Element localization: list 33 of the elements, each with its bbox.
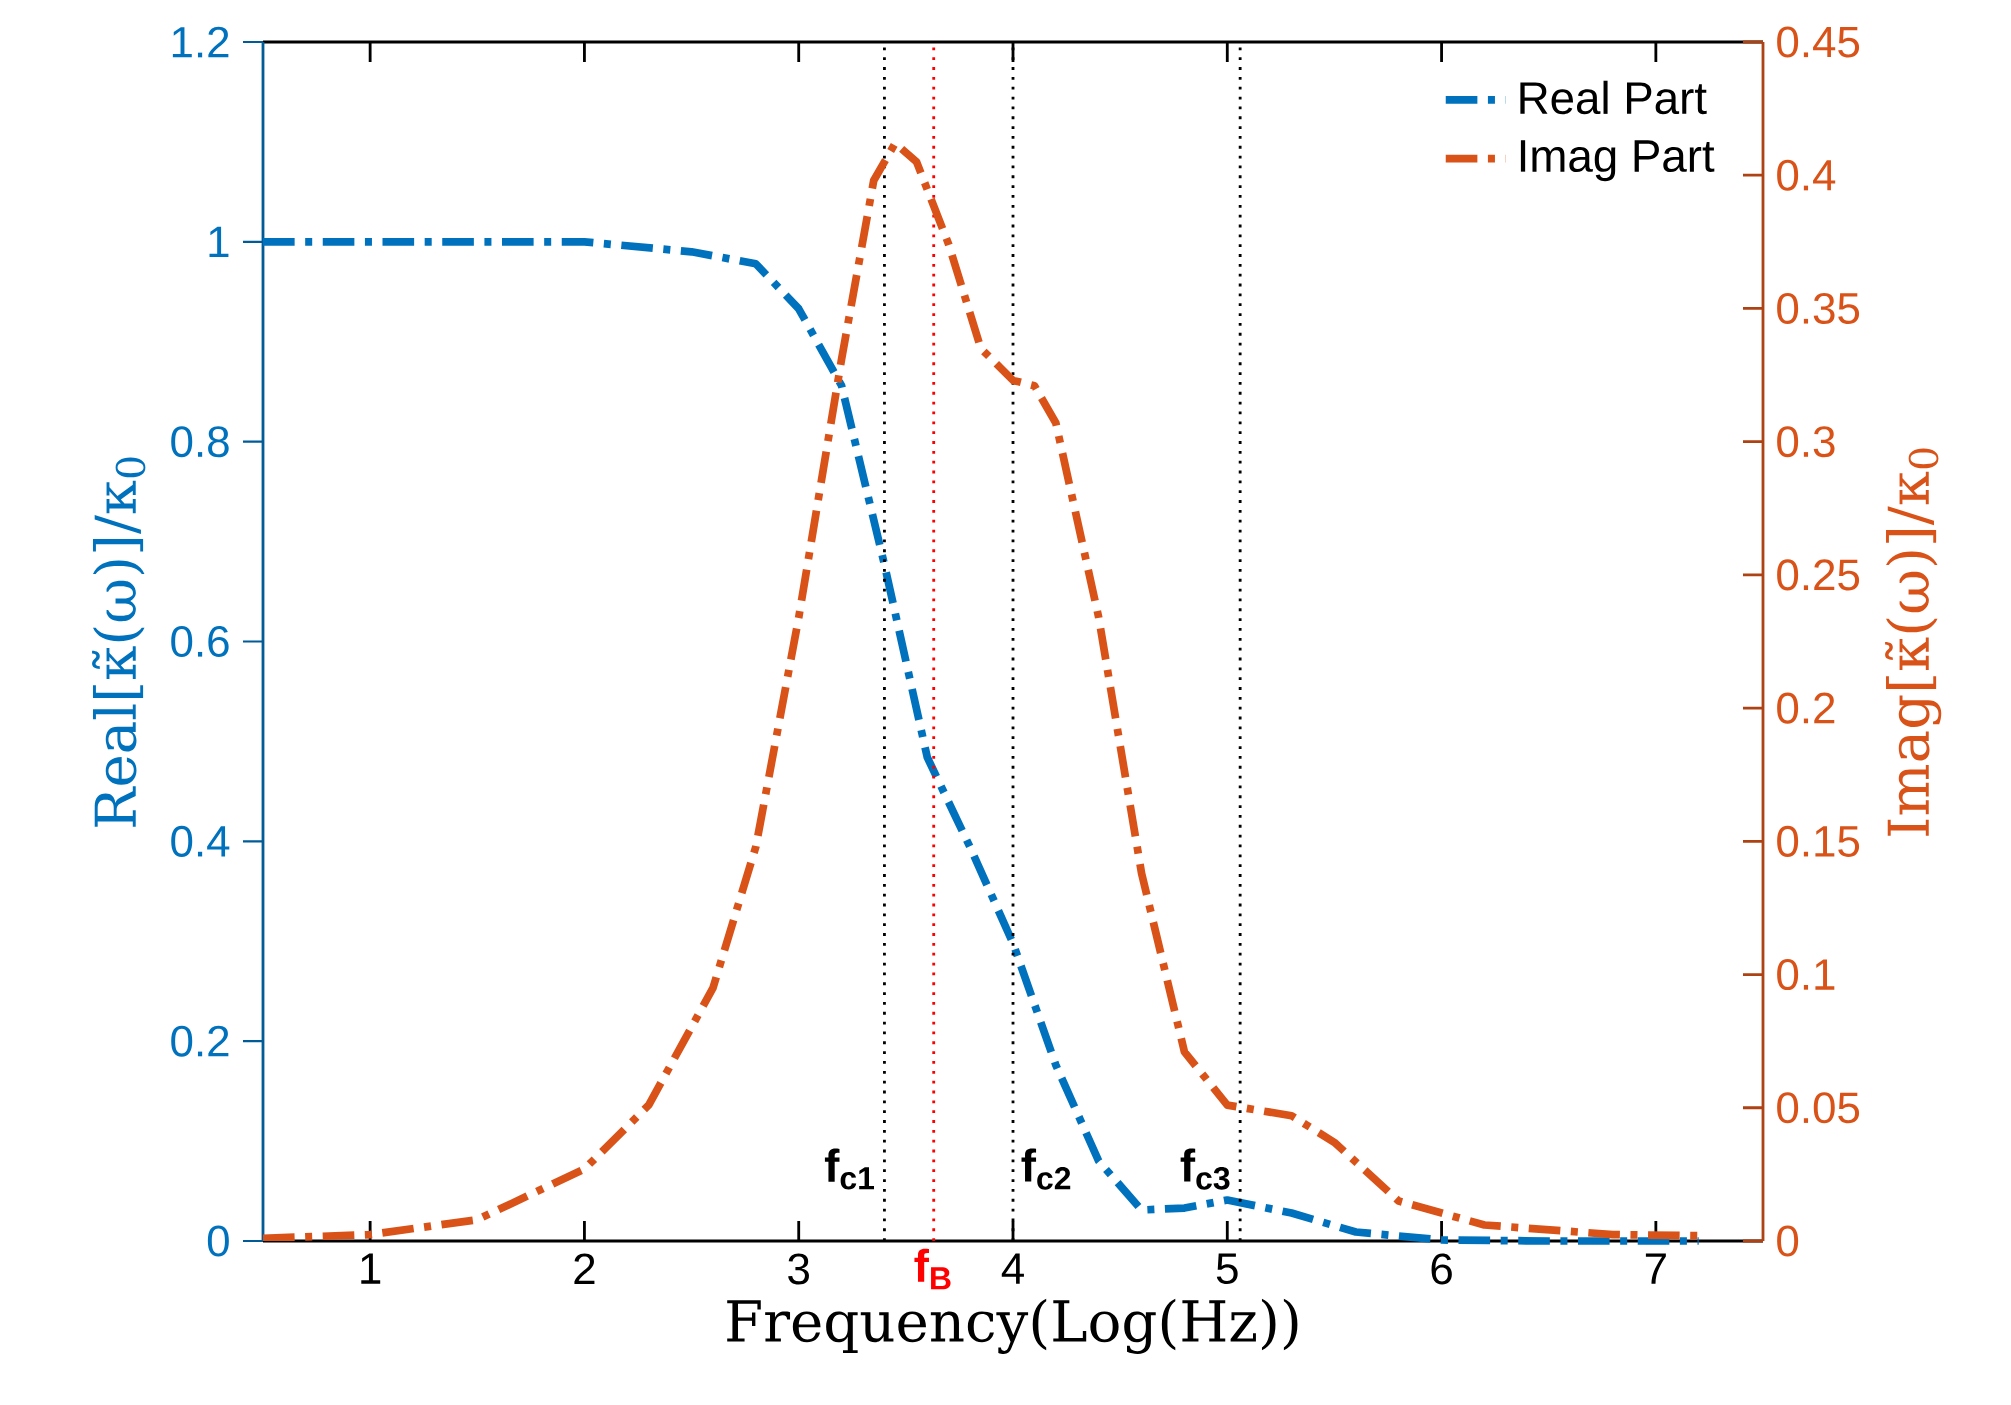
legend-label: Real Part	[1520, 80, 1707, 115]
y-tick-label: 0.8	[171, 426, 229, 458]
y2-tick-label: 0.3	[1777, 426, 1835, 458]
y2-tick-label: 0.05	[1777, 1092, 1860, 1124]
x-tick-label: 4	[1001, 1253, 1024, 1284]
legend-label: Imag Part	[1520, 140, 1715, 182]
y-axis-title: Real[κ̃(ω)]/κ$_{0}$	[92, 457, 146, 827]
y-tick-label: 1.2	[172, 26, 229, 58]
x-tick-label: 6	[1431, 1253, 1452, 1285]
y2-tick-label: 0.35	[1777, 292, 1860, 325]
y-tick-label: 0.6	[171, 625, 229, 658]
y2-tick-label: 0	[1777, 1225, 1799, 1257]
y-tick-label: 0.2	[171, 1025, 229, 1057]
y2-axis-title: Imag[κ̃(ω)]/κ$_{0}$	[1885, 448, 1942, 836]
y-tick-label: 0	[207, 1225, 229, 1257]
x-tick-label: 3	[788, 1253, 809, 1285]
ref-line-label: f$_{c2}$	[1021, 1148, 1071, 1190]
y2-tick-label: 0.45	[1777, 26, 1860, 58]
ref-line-label: f$_{c1}$	[824, 1148, 875, 1190]
y2-tick-label: 0.4	[1777, 159, 1836, 191]
x-tick-label: 1	[361, 1253, 381, 1284]
y-tick-label: 1	[209, 226, 229, 257]
y2-tick-label: 0.15	[1777, 825, 1860, 857]
x-tick-label: 7	[1645, 1253, 1666, 1284]
y2-tick-label: 0.1	[1777, 959, 1835, 991]
x-tick-label: 2	[574, 1253, 595, 1285]
ref-line-label: f$_{c3}$	[1180, 1148, 1230, 1190]
y-tick-label: 0.4	[171, 825, 230, 857]
y2-tick-label: 0.25	[1777, 559, 1860, 591]
x-tick-label: 5	[1216, 1253, 1238, 1285]
x-axis-title: Frequency(Log(Hz))	[727, 1298, 1298, 1354]
y2-tick-label: 0.2	[1777, 692, 1835, 724]
ref-line-label: f$_{B}$	[914, 1248, 951, 1290]
